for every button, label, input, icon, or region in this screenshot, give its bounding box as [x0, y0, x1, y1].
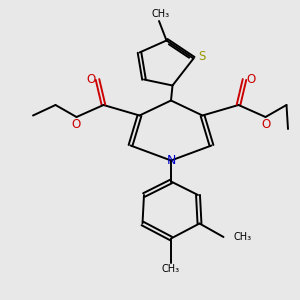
- Text: CH₃: CH₃: [234, 232, 252, 242]
- Text: O: O: [247, 73, 256, 86]
- Text: S: S: [198, 50, 206, 64]
- Text: CH₃: CH₃: [162, 264, 180, 274]
- Text: N: N: [166, 154, 176, 167]
- Text: CH₃: CH₃: [152, 9, 169, 20]
- Text: O: O: [86, 73, 95, 86]
- Text: O: O: [72, 118, 81, 131]
- Text: O: O: [261, 118, 270, 131]
